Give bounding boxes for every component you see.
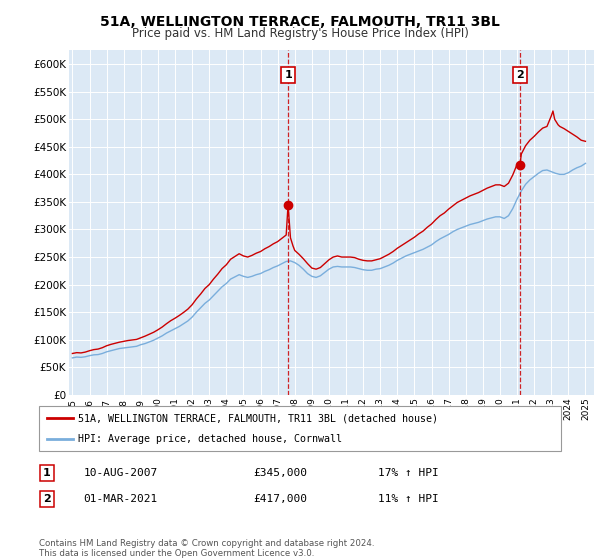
Text: 1: 1 bbox=[284, 70, 292, 80]
Text: £345,000: £345,000 bbox=[253, 468, 307, 478]
Text: 17% ↑ HPI: 17% ↑ HPI bbox=[379, 468, 439, 478]
Text: 51A, WELLINGTON TERRACE, FALMOUTH, TR11 3BL (detached house): 51A, WELLINGTON TERRACE, FALMOUTH, TR11 … bbox=[78, 413, 438, 423]
Text: 10-AUG-2007: 10-AUG-2007 bbox=[83, 468, 158, 478]
FancyBboxPatch shape bbox=[39, 406, 561, 451]
Text: 1: 1 bbox=[43, 468, 51, 478]
Text: 51A, WELLINGTON TERRACE, FALMOUTH, TR11 3BL: 51A, WELLINGTON TERRACE, FALMOUTH, TR11 … bbox=[100, 15, 500, 29]
Text: £417,000: £417,000 bbox=[253, 494, 307, 504]
Text: 01-MAR-2021: 01-MAR-2021 bbox=[83, 494, 158, 504]
Text: Contains HM Land Registry data © Crown copyright and database right 2024.
This d: Contains HM Land Registry data © Crown c… bbox=[39, 539, 374, 558]
Text: Price paid vs. HM Land Registry's House Price Index (HPI): Price paid vs. HM Land Registry's House … bbox=[131, 27, 469, 40]
Text: 2: 2 bbox=[516, 70, 524, 80]
Text: 2: 2 bbox=[43, 494, 51, 504]
Text: HPI: Average price, detached house, Cornwall: HPI: Average price, detached house, Corn… bbox=[78, 433, 342, 444]
Text: 11% ↑ HPI: 11% ↑ HPI bbox=[379, 494, 439, 504]
